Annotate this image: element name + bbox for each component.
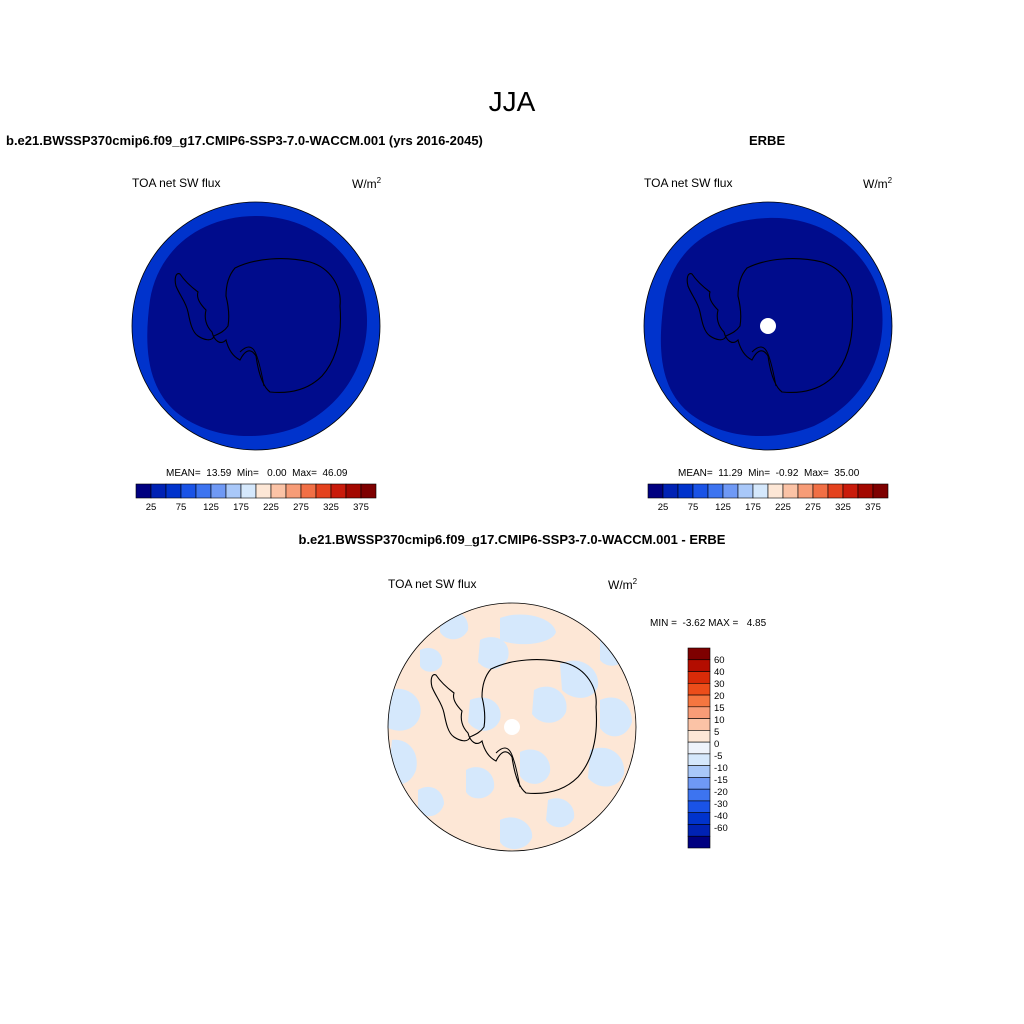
colorbar-tick: -10: [714, 763, 728, 774]
colorbar-swatch: [360, 483, 377, 499]
obs-variable-label: TOA net SW flux: [644, 176, 733, 190]
model-panel-title: b.e21.BWSSP370cmip6.f09_g17.CMIP6-SSP3-7…: [6, 133, 483, 148]
colorbar-tick: 15: [714, 703, 725, 714]
colorbar-tick: 175: [745, 502, 761, 513]
colorbar-tick: 25: [145, 502, 157, 513]
colorbar-tick: -60: [714, 823, 728, 834]
obs-stats: MEAN= 11.29 Min= -0.92 Max= 35.00: [678, 468, 860, 479]
colorbar-tick: 275: [293, 502, 309, 513]
colorbar-swatch: [687, 659, 711, 672]
colorbar-swatch: [687, 694, 711, 708]
colorbar-swatch: [687, 741, 711, 755]
colorbar-tick: 0: [714, 739, 720, 750]
colorbar-tick: 75: [175, 502, 187, 513]
colorbar-swatch: [687, 718, 711, 731]
colorbar-swatch: [687, 730, 711, 743]
colorbar-swatch: [687, 800, 711, 814]
colorbar-tick: 40: [714, 667, 725, 678]
colorbar-tick: -30: [714, 799, 728, 810]
diff-units-label: W/m2: [608, 577, 638, 592]
colorbar-swatch: [687, 812, 711, 825]
colorbar-tick: 225: [263, 502, 279, 513]
colorbar-swatch: [687, 647, 711, 661]
obs-colorbar-labels: 25 75 125 175 225 275 325 375: [648, 502, 888, 516]
colorbar-swatch: [687, 671, 711, 684]
colorbar-swatch: [687, 835, 711, 849]
figure-title: JJA: [488, 86, 536, 117]
obs-missing-pole: [760, 318, 776, 334]
model-variable-label: TOA net SW flux: [132, 176, 221, 190]
diff-colorbar: [687, 647, 711, 849]
colorbar-tick: 5: [714, 727, 720, 738]
colorbar-tick: 275: [805, 502, 821, 513]
colorbar-swatch: [687, 824, 711, 837]
model-colorbar: [135, 483, 377, 499]
colorbar-swatch: [687, 777, 711, 790]
diff-colorbar-labels: 60 40 30 20 15 10 5 0 -5 -10 -15 -20 -30…: [714, 648, 754, 848]
colorbar-swatch: [687, 682, 711, 696]
obs-colorbar: [647, 483, 889, 499]
colorbar-swatch: [687, 706, 711, 719]
colorbar-tick: -5: [714, 751, 723, 762]
model-colorbar-labels: 25 75 125 175 225 275 325 375: [136, 502, 376, 516]
colorbar-tick: 30: [714, 679, 725, 690]
diff-panel-title: b.e21.BWSSP370cmip6.f09_g17.CMIP6-SSP3-7…: [298, 532, 726, 547]
colorbar-tick: 125: [203, 502, 219, 513]
colorbar-tick: -15: [714, 775, 728, 786]
diff-stats: MIN = -3.62 MAX = 4.85: [650, 618, 767, 629]
obs-panel-title: ERBE: [749, 133, 786, 148]
colorbar-swatch: [687, 753, 711, 766]
colorbar-swatch: [872, 483, 889, 499]
obs-units-label: W/m2: [863, 176, 893, 191]
colorbar-swatch: [687, 765, 711, 778]
model-stats: MEAN= 13.59 Min= 0.00 Max= 46.09: [166, 468, 348, 479]
colorbar-tick: -20: [714, 787, 728, 798]
model-units-label: W/m2: [352, 176, 382, 191]
diff-variable-label: TOA net SW flux: [388, 577, 477, 591]
colorbar-tick: 375: [353, 502, 369, 513]
diff-missing-pole: [504, 719, 520, 735]
colorbar-tick: 60: [714, 655, 725, 666]
colorbar-tick: 125: [715, 502, 731, 513]
colorbar-tick: -40: [714, 811, 728, 822]
colorbar-tick: 225: [775, 502, 791, 513]
colorbar-swatch: [687, 788, 711, 802]
colorbar-tick: 325: [323, 502, 339, 513]
colorbar-tick: 25: [657, 502, 669, 513]
colorbar-tick: 175: [233, 502, 249, 513]
colorbar-tick: 325: [835, 502, 851, 513]
colorbar-tick: 10: [714, 715, 725, 726]
colorbar-tick: 375: [865, 502, 881, 513]
colorbar-tick: 20: [714, 691, 725, 702]
colorbar-tick: 75: [687, 502, 699, 513]
